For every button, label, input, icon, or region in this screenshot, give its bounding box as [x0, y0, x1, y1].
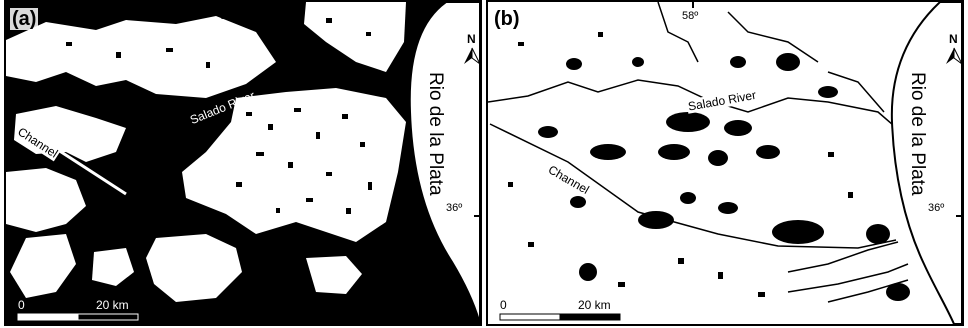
dry-land-patch — [10, 234, 76, 298]
latitude-label: 36º — [446, 202, 463, 214]
estuary-label: Rio de la Plata — [425, 72, 446, 196]
flood-map-b — [488, 2, 962, 324]
map-panel-a: (a) 58º 36º Salado River Channel Rio de … — [4, 0, 482, 326]
flood-map-a — [6, 2, 480, 324]
dry-land-patch — [146, 234, 242, 302]
longitude-label: 58º — [220, 10, 237, 22]
estuary — [890, 2, 962, 324]
water-bodies — [508, 32, 910, 301]
panel-letter: (a) — [10, 8, 39, 30]
scale-bar — [499, 313, 621, 321]
dry-land-patch — [6, 168, 86, 232]
dry-land-patch — [92, 248, 134, 286]
scale-end-label: 20 km — [96, 298, 129, 312]
scale-bar — [17, 313, 139, 321]
latitude-label: 36º — [928, 202, 945, 214]
scale-end-label: 20 km — [578, 298, 611, 312]
dry-land-patch — [182, 88, 406, 242]
panel-letter: (b) — [492, 8, 522, 30]
dry-land-patch — [306, 256, 362, 294]
longitude-label: 58º — [682, 10, 699, 22]
map-panel-b: (b) 58º 36º Salado River Channel Rio de … — [486, 0, 964, 326]
small-water-bodies — [66, 18, 372, 214]
north-arrow-icon — [946, 47, 962, 65]
north-arrow-icon — [464, 47, 480, 65]
estuary-label: Rio de la Plata — [907, 72, 928, 196]
scale-zero-label: 0 — [500, 298, 507, 312]
north-label: N — [949, 32, 958, 46]
estuary — [408, 2, 480, 324]
dry-land-patch — [6, 16, 276, 98]
north-label: N — [467, 32, 476, 46]
scale-zero-label: 0 — [18, 298, 25, 312]
